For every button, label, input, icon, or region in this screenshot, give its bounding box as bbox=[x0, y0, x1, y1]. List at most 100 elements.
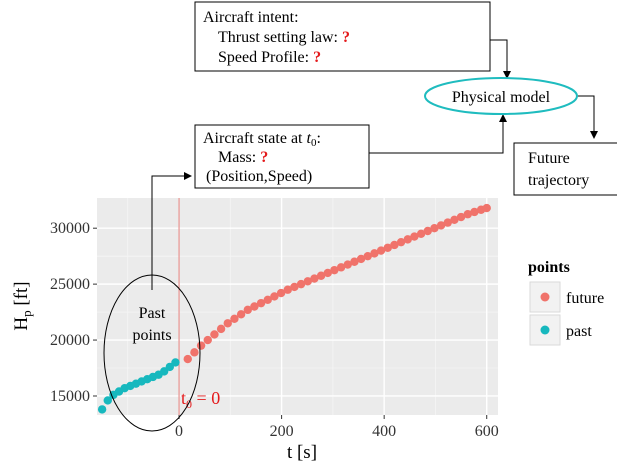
thrust-setting-label: Thrust setting law: bbox=[218, 29, 342, 46]
point-future-4 bbox=[210, 330, 219, 339]
point-future-45 bbox=[482, 203, 491, 213]
x-tick-2: 400 bbox=[372, 415, 396, 440]
point-future-8 bbox=[236, 310, 246, 319]
point-future-10 bbox=[250, 302, 259, 311]
point-future-34 bbox=[410, 232, 419, 241]
physical-model-ellipse bbox=[424, 77, 578, 115]
aircraft-state-box: Aircraft state at t0: Mass: ? (Position,… bbox=[194, 124, 370, 189]
point-future-3 bbox=[203, 335, 212, 345]
point-future-37 bbox=[430, 224, 439, 233]
past-points-label-1: Past bbox=[139, 305, 166, 322]
point-future-13 bbox=[270, 292, 279, 301]
point-future-7 bbox=[230, 314, 239, 324]
legend-marker-past bbox=[540, 325, 550, 335]
point-past-1 bbox=[103, 396, 112, 405]
aircraft-state-rect bbox=[194, 124, 370, 189]
past-points-label-2: points bbox=[132, 327, 171, 344]
point-future-28 bbox=[370, 249, 379, 258]
x-axis-title: t [s] bbox=[287, 442, 317, 463]
aircraft-intent-title: Aircraft intent: bbox=[203, 9, 299, 26]
y-axis-title-sub: p bbox=[19, 310, 34, 317]
point-future-12 bbox=[263, 295, 272, 304]
point-past-0 bbox=[97, 405, 107, 414]
x-tick-label-0: 0 bbox=[175, 423, 183, 440]
y-axis-title-unit: [ft] bbox=[11, 281, 32, 310]
t0-annotation-rest: = 0 bbox=[192, 388, 220, 408]
y-tick-label-2: 25000 bbox=[50, 276, 90, 293]
point-future-35 bbox=[416, 229, 426, 238]
legend-title: points bbox=[528, 259, 570, 276]
y-tick-0: 15000 bbox=[50, 388, 97, 405]
data-points bbox=[97, 203, 491, 414]
y-tick-label-1: 20000 bbox=[50, 332, 90, 349]
t0-annotation-t: t bbox=[181, 388, 186, 408]
y-tick-label-3: 30000 bbox=[50, 220, 90, 237]
physical-model-label: Physical model bbox=[452, 89, 551, 106]
aircraft-intent-line-1: Thrust setting law: ? bbox=[218, 29, 350, 46]
y-tick-2: 25000 bbox=[50, 276, 97, 293]
point-future-16 bbox=[290, 282, 299, 292]
t0-annotation-sub: 0 bbox=[186, 397, 192, 411]
point-future-43 bbox=[470, 207, 479, 217]
x-tick-1: 200 bbox=[270, 415, 294, 440]
point-future-14 bbox=[276, 288, 286, 298]
future-trajectory-line-2: trajectory bbox=[528, 172, 589, 189]
aircraft-intent-rect bbox=[194, 1, 491, 72]
point-future-0 bbox=[183, 354, 192, 364]
arrow-intent-to-model bbox=[490, 39, 511, 79]
point-future-41 bbox=[456, 212, 466, 222]
x-tick-label-1: 200 bbox=[270, 423, 294, 440]
diagram-connectors bbox=[151, 39, 598, 290]
point-future-5 bbox=[216, 324, 226, 334]
point-past-11 bbox=[159, 367, 169, 376]
thrust-setting-question: ? bbox=[342, 29, 350, 46]
mass-question: ? bbox=[260, 149, 268, 166]
physical-model-node: Physical model bbox=[424, 77, 578, 115]
point-future-40 bbox=[450, 215, 459, 225]
point-future-39 bbox=[443, 218, 452, 227]
x-tick-0: 0 bbox=[175, 415, 183, 440]
point-future-27 bbox=[363, 251, 372, 261]
point-future-15 bbox=[283, 285, 292, 294]
point-future-36 bbox=[423, 226, 432, 236]
y-axis-title-main: H bbox=[11, 317, 32, 331]
arrow-past-to-state bbox=[151, 172, 192, 290]
state-title-sub: 0 bbox=[311, 137, 317, 149]
aircraft-intent-line-2: Speed Profile: ? bbox=[218, 49, 321, 66]
state-title-suffix: : bbox=[316, 130, 320, 147]
y-axis-ticks: 15000 20000 25000 30000 bbox=[50, 220, 97, 405]
point-future-22 bbox=[330, 265, 339, 275]
legend-key-future bbox=[529, 281, 561, 313]
speed-profile-question: ? bbox=[313, 49, 321, 66]
arrow-state-to-model bbox=[369, 114, 507, 154]
future-trajectory-box: Future trajectory bbox=[513, 142, 617, 196]
y-tick-label-0: 15000 bbox=[50, 388, 90, 405]
y-axis-title: Hp [ft] bbox=[11, 281, 34, 330]
point-future-11 bbox=[256, 298, 266, 308]
future-trajectory-line-1: Future bbox=[528, 150, 570, 167]
x-tick-label-2: 400 bbox=[372, 423, 396, 440]
point-past-12 bbox=[165, 362, 175, 372]
point-future-38 bbox=[436, 221, 446, 230]
point-future-23 bbox=[336, 263, 346, 272]
x-tick-label-3: 600 bbox=[475, 423, 499, 440]
state-title-prefix: Aircraft state at bbox=[203, 130, 307, 147]
x-axis-ticks: 0 200 400 600 bbox=[175, 415, 499, 440]
mass-label: Mass: bbox=[218, 149, 260, 166]
aircraft-intent-box: Aircraft intent: Thrust setting law: ? S… bbox=[194, 1, 491, 72]
legend-marker-future bbox=[540, 292, 550, 302]
point-future-32 bbox=[396, 237, 406, 247]
point-future-21 bbox=[323, 268, 332, 278]
point-future-17 bbox=[296, 279, 306, 289]
point-future-1 bbox=[190, 348, 199, 357]
point-future-26 bbox=[356, 254, 366, 264]
plot-background bbox=[97, 198, 498, 415]
point-future-31 bbox=[390, 240, 399, 250]
aircraft-state-line-1: Mass: ? bbox=[218, 149, 268, 166]
legend: points future past bbox=[528, 259, 604, 346]
point-future-2 bbox=[196, 341, 206, 350]
point-future-20 bbox=[316, 271, 326, 280]
aircraft-state-title: Aircraft state at t0: bbox=[203, 130, 321, 149]
y-tick-1: 20000 bbox=[50, 332, 97, 349]
